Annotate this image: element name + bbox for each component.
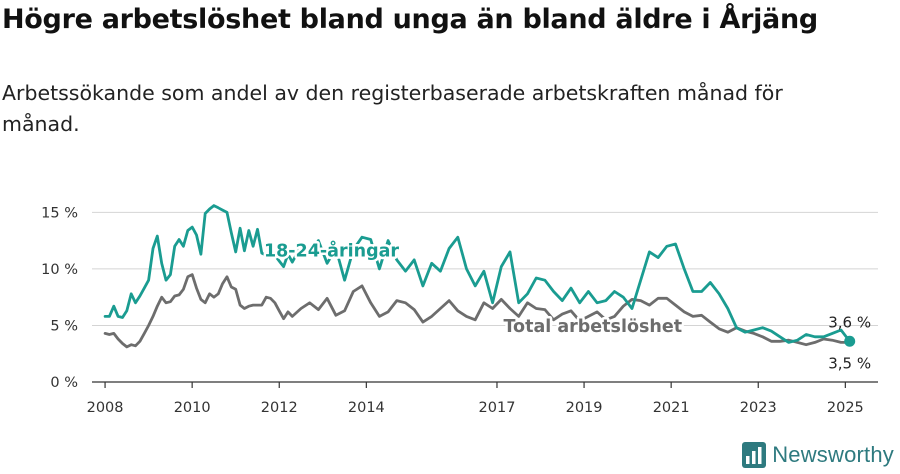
y-tick-label: 5 % [50,318,78,334]
series-line-total [103,273,852,349]
x-tick-label: 2019 [566,400,603,416]
x-tick-label: 2017 [479,400,516,416]
end-label-youth: 3,6 % [828,313,871,331]
brand-name: Newsworthy [772,442,894,467]
end-point-youth [844,335,856,347]
series-label-youth-halo: 18-24-åringar [264,239,399,261]
x-tick-label: 2008 [87,400,124,416]
series-label-youth: 18-24-åringar [264,239,399,261]
chart-subtitle: Arbetssökande som andel av den registerb… [2,81,783,136]
series-line-youth [103,204,852,344]
y-tick-label: 15 % [41,205,78,221]
x-tick-label: 2023 [740,400,777,416]
y-tick-label: 10 % [41,262,78,278]
series-label-total: Total arbetslöshet [503,317,682,337]
end-label-total: 3,5 % [828,354,871,372]
newsworthy-logo-icon [742,442,767,468]
x-tick-label: 2021 [653,400,690,416]
x-tick-label: 2012 [261,400,298,416]
x-tick-label: 2014 [348,400,385,416]
brand-logo: Newsworthy [742,440,894,470]
x-tick-label: 2010 [174,400,211,416]
x-tick-label: 2025 [827,400,864,416]
y-tick-label: 0 % [50,375,78,391]
series-label-total-halo: Total arbetslöshet [503,317,682,337]
chart-title: Högre arbetslöshet bland unga än bland ä… [2,4,818,35]
